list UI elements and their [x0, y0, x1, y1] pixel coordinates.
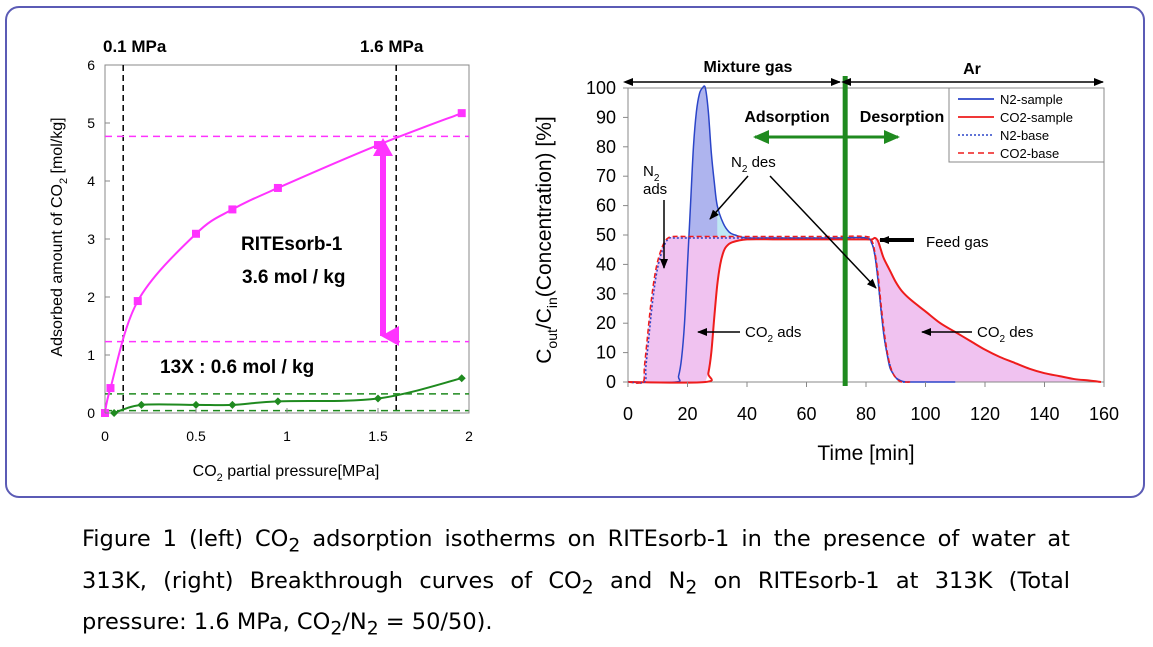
breakthrough-xtick-label-2: 40: [737, 404, 757, 424]
adsorption-label: Adsorption: [744, 109, 829, 126]
breakthrough-xtick-label-1: 20: [677, 404, 697, 424]
isotherm-xtick-label-0: 0: [101, 428, 109, 444]
breakthrough-xtick-label-0: 0: [623, 404, 633, 424]
isotherm-ytick-label-2: 2: [87, 289, 95, 305]
breakthrough-xtick-label-8: 160: [1089, 404, 1119, 424]
mixture-gas-label: Mixture gas: [704, 59, 793, 76]
isotherm-point-1-4: [273, 397, 282, 406]
isotherm-point-0-6: [374, 141, 382, 150]
isotherm-point-0-3: [192, 229, 200, 238]
isotherm-ytick-label-5: 5: [87, 115, 95, 131]
breakthrough-ytick-label-1: 10: [596, 343, 616, 363]
label-1-6-mpa: 1.6 MPa: [360, 37, 424, 56]
legend-label-2: N2-base: [1000, 128, 1049, 143]
breakthrough-series: [627, 85, 1102, 384]
isotherm-ytick-label-4: 4: [87, 173, 95, 189]
n2-ads-word: ads: [643, 181, 667, 198]
isotherm-point-1-2: [192, 400, 200, 409]
breakthrough-ytick-label-10: 100: [586, 78, 616, 98]
breakthrough-xtick-label-4: 80: [856, 404, 876, 424]
desorption-label: Desorption: [860, 109, 944, 126]
breakthrough-ytick-label-0: 0: [606, 372, 616, 392]
isotherm-point-0-4: [228, 205, 237, 214]
co2-adsorption-fill: [642, 236, 777, 382]
breakthrough-xtick-label-6: 120: [970, 404, 1000, 424]
breakthrough-ytick-label-6: 60: [596, 196, 616, 216]
isotherm-point-0-7: [457, 109, 466, 118]
breakthrough-y-ticks: 0 10 20 30 40 50 60 70 80 90 100: [586, 78, 628, 392]
isotherm-point-0-5: [273, 183, 282, 192]
legend-label-3: CO2-base: [1000, 146, 1059, 161]
breakthrough-line-co2-base: [627, 235, 911, 384]
ar-label: Ar: [963, 61, 981, 78]
breakthrough-ytick-label-4: 40: [596, 254, 616, 274]
isotherm-line-1: [113, 377, 462, 414]
ritesorb-capacity: 3.6 mol / kg: [242, 267, 345, 288]
isotherm-point-0-2: [133, 297, 142, 306]
breakthrough-fills: [642, 88, 1102, 382]
figure-caption: Figure 1 (left) CO2 adsorption isotherms…: [82, 526, 1071, 640]
breakthrough-ytick-label-8: 80: [596, 137, 616, 157]
figure-frame: [5, 6, 1145, 498]
n2-des-arrow-1: [709, 175, 749, 220]
legend-label-1: CO2-sample: [1000, 110, 1073, 125]
breakthrough-x-ticks: 0 20 40 60 80 100 120 140 160: [623, 382, 1119, 424]
co2-des-label: CO2 des: [977, 324, 1033, 345]
legend: N2-sample CO2-sample N2-base CO2-base: [948, 87, 1105, 163]
breakthrough-ytick-label-9: 90: [596, 107, 616, 127]
breakthrough-ytick-label-7: 70: [596, 166, 616, 186]
breakthrough-xtick-label-7: 140: [1029, 404, 1059, 424]
isotherm-ytick-label-6: 6: [87, 57, 95, 73]
isotherm-xtick-label-4: 2: [465, 428, 473, 444]
isotherm-x-ticks: 0 0.5 1 1.5 2: [101, 408, 473, 444]
legend-label-0: N2-sample: [1000, 92, 1063, 107]
breakthrough-y-label: Cout/Cin(Concentration) [%]: [533, 116, 560, 363]
legend-box: [948, 87, 1105, 163]
isotherm-point-1-6: [457, 374, 466, 383]
ritesorb-label: RITEsorb-1: [241, 234, 343, 255]
isotherm-point-1-5: [374, 394, 382, 403]
n2-des-label: N2 des: [731, 154, 776, 175]
isotherm-x-label: CO2 partial pressure[MPa]: [193, 463, 380, 484]
isotherm-y-label: Adsorbed amount of CO2 [mol/kg]: [49, 117, 70, 356]
breakthrough-xtick-label-3: 60: [796, 404, 816, 424]
isotherm-ytick-label-1: 1: [87, 347, 95, 363]
breakthrough-chart: 0 10 20 30 40 50 60 70 80 90 100 0 20 40 60 80 100 120 14…: [533, 59, 1119, 465]
isotherm-reference-lines: [105, 65, 469, 413]
breakthrough-ytick-label-2: 20: [596, 313, 616, 333]
breakthrough-line-co2-sample: [627, 236, 1102, 384]
breakthrough-x-label: Time [min]: [817, 442, 914, 465]
co2-ads-label: CO2 ads: [745, 324, 801, 345]
breakthrough-xtick-label-5: 100: [910, 404, 940, 424]
label-0-1-mpa: 0.1 MPa: [103, 37, 167, 56]
isotherm-y-ticks: 0 1 2 3 4 5 6: [87, 57, 110, 421]
isotherm-xtick-label-1: 0.5: [186, 428, 206, 444]
charts-canvas: 0 1 2 3 4 5 6 0 0.5 1 1.5 2 0.1 MPa 1.6 MPa RITEso…: [49, 37, 1119, 484]
breakthrough-ytick-label-5: 50: [596, 225, 616, 245]
capacity-arrow-head-top: [373, 138, 393, 156]
isotherm-point-0-1: [106, 384, 115, 393]
isotherm-ytick-label-3: 3: [87, 231, 95, 247]
feed-gas-label: Feed gas: [926, 234, 989, 251]
breakthrough-line-n2-base: [627, 236, 911, 384]
isotherm-xtick-label-2: 1: [283, 428, 291, 444]
isotherm-xtick-label-3: 1.5: [368, 428, 388, 444]
co2-desorption-fill: [874, 237, 1102, 382]
isotherm-point-1-3: [228, 400, 237, 409]
n2-ads-label: N2: [643, 163, 660, 184]
n2-des-arrow-2: [769, 175, 877, 289]
isotherm-ytick-label-0: 0: [87, 405, 95, 421]
breakthrough-ytick-label-3: 30: [596, 284, 616, 304]
isotherm-point-1-1: [137, 400, 146, 409]
isotherm-chart: 0 1 2 3 4 5 6 0 0.5 1 1.5 2 0.1 MPa 1.6 MPa RITEso…: [49, 37, 473, 484]
zeolite-capacity: 13X : 0.6 mol / kg: [160, 357, 314, 378]
isotherm-point-1-0: [110, 409, 119, 417]
isotherm-series: [101, 109, 466, 417]
